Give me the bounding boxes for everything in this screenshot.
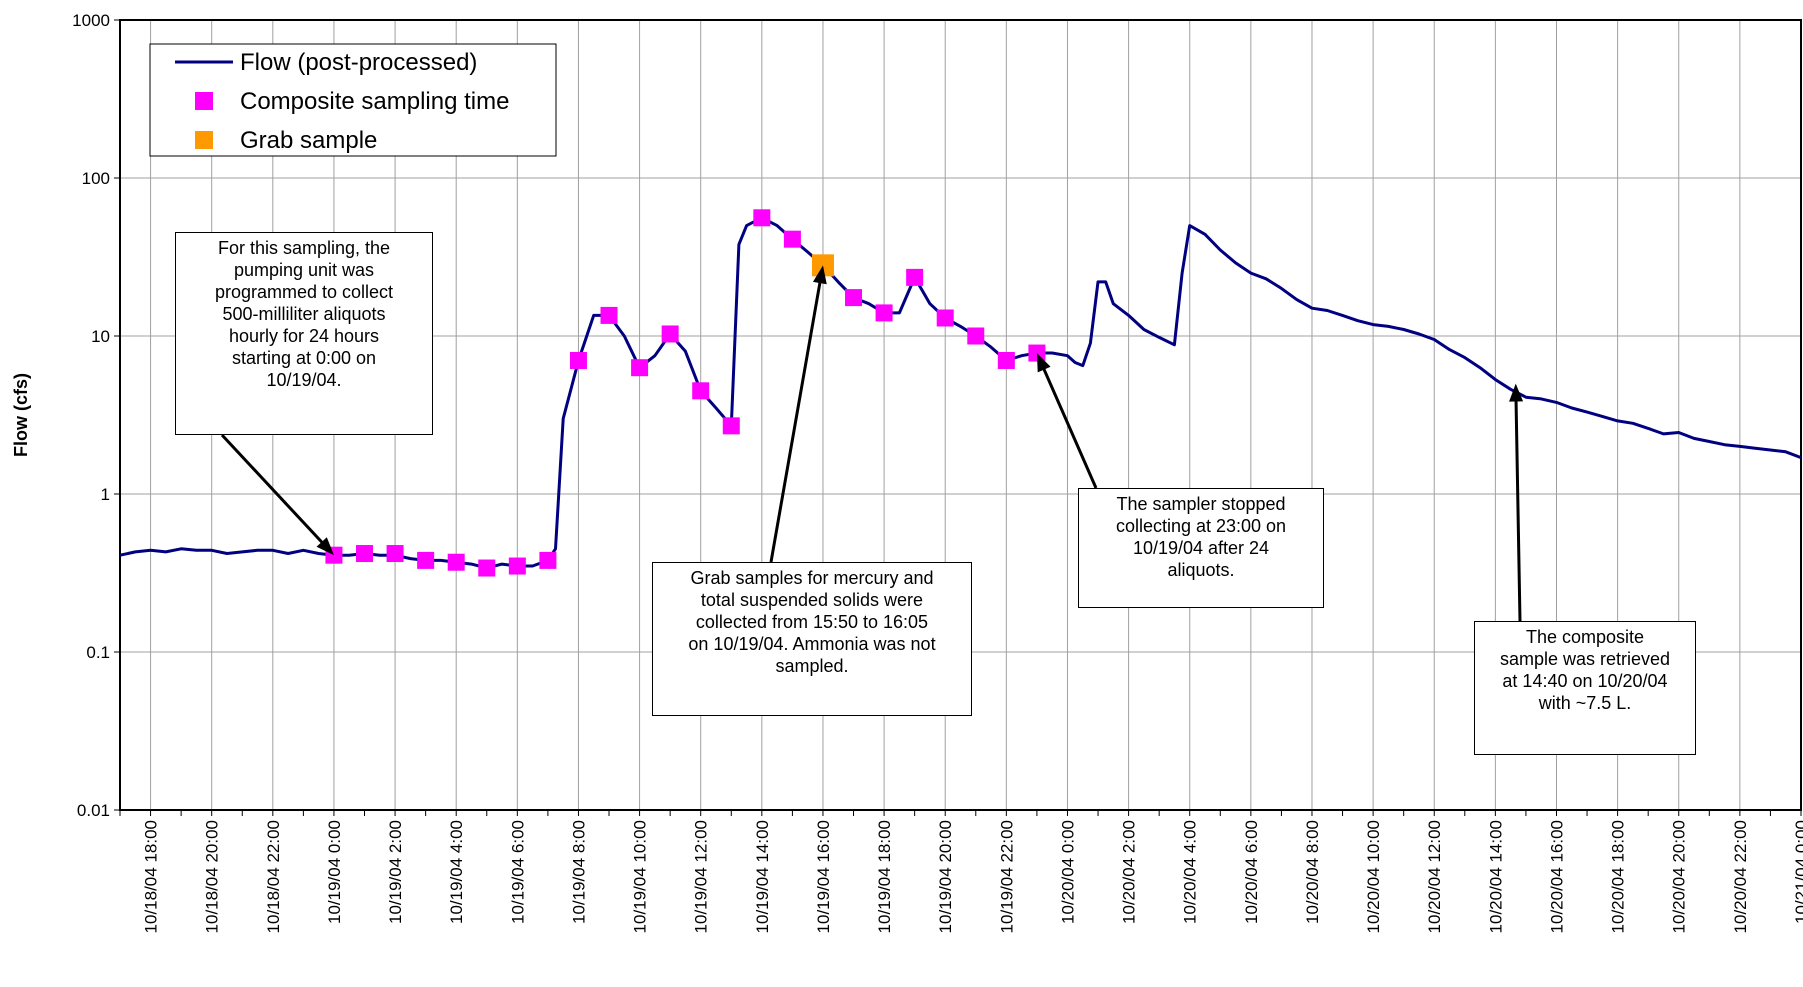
- x-tick-label: 10/19/04 8:00: [569, 820, 588, 924]
- legend: Flow (post-processed) Composite sampling …: [149, 43, 557, 157]
- annotation-box: The composite sample was retrieved at 14…: [1474, 621, 1696, 755]
- legend-marker-swatch: [195, 92, 213, 110]
- plot-frame: [119, 19, 1802, 811]
- axes: 0.01 0.1 1 10 100 1000 10/18/04 18:00 10/18/04 …: [11, 11, 1803, 933]
- composite-sample-marker: [692, 382, 710, 400]
- composite-sample-marker: [478, 559, 496, 577]
- x-tick-label: 10/19/04 20:00: [936, 820, 955, 933]
- x-tick-label: 10/19/04 18:00: [875, 820, 894, 933]
- x-tick-label: 10/18/04 18:00: [142, 820, 161, 933]
- annotation-arrow-head: [1509, 383, 1524, 402]
- annotation-arrow-line: [1040, 363, 1098, 489]
- y-tick-label: 1: [101, 485, 110, 504]
- x-tick-label: 10/20/04 8:00: [1303, 820, 1322, 924]
- annotation-arrow-line: [1514, 395, 1522, 622]
- y-tick-label: 100: [82, 169, 110, 188]
- composite-sample-marker: [356, 545, 374, 563]
- composite-sample-marker: [447, 553, 465, 571]
- composite-sample-marker: [875, 304, 893, 322]
- x-tick-label: 10/20/04 0:00: [1058, 820, 1077, 924]
- composite-sample-marker: [539, 551, 557, 569]
- x-tick-label: 10/20/04 4:00: [1181, 820, 1200, 924]
- composite-sample-marker: [753, 209, 771, 227]
- x-tick-label: 10/21/04 0:00: [1792, 820, 1803, 924]
- composite-sample-marker: [631, 359, 649, 377]
- annotation-arrow-line: [769, 276, 823, 563]
- y-tick-label: 1000: [72, 11, 110, 30]
- annotation-arrows: [220, 265, 1524, 622]
- composite-sample-marker: [508, 557, 526, 575]
- annotation-arrow-head: [812, 265, 827, 285]
- composite-sample-marker: [936, 309, 954, 327]
- annotation-arrow-head: [316, 537, 334, 556]
- annotation-box: The sampler stopped collecting at 23:00 …: [1078, 488, 1324, 608]
- x-tick-label: 10/19/04 0:00: [325, 820, 344, 924]
- x-tick-label: 10/19/04 2:00: [386, 820, 405, 924]
- x-tick-label: 10/19/04 12:00: [692, 820, 711, 933]
- y-tick-label: 0.1: [86, 643, 110, 662]
- data-markers: [325, 209, 1046, 577]
- x-tick-label: 10/20/04 12:00: [1425, 820, 1444, 933]
- x-tick-label: 10/20/04 6:00: [1242, 820, 1261, 924]
- y-axis-label: Flow (cfs): [11, 373, 31, 457]
- annotation-box: For this sampling, the pumping unit was …: [175, 232, 433, 435]
- composite-sample-marker: [417, 551, 435, 569]
- annotation-arrow-line: [220, 433, 327, 548]
- x-tick-label: 10/18/04 20:00: [203, 820, 222, 933]
- x-tick-label: 10/18/04 22:00: [264, 820, 283, 933]
- x-tick-label: 10/20/04 16:00: [1547, 820, 1566, 933]
- composite-sample-marker: [783, 230, 801, 248]
- composite-sample-marker: [386, 545, 404, 563]
- annotation-arrow-head: [1036, 353, 1051, 373]
- x-tick-label: 10/20/04 18:00: [1609, 820, 1628, 933]
- composite-sample-marker: [845, 289, 863, 307]
- x-tick-label: 10/19/04 10:00: [631, 820, 650, 933]
- composite-sample-marker: [661, 325, 679, 343]
- composite-sample-marker: [967, 327, 985, 345]
- legend-label: Composite sampling time: [240, 88, 509, 115]
- x-tick-label: 10/19/04 4:00: [447, 820, 466, 924]
- x-tick-label: 10/19/04 16:00: [814, 820, 833, 933]
- composite-sample-marker: [569, 351, 587, 369]
- x-tick-label: 10/20/04 10:00: [1364, 820, 1383, 933]
- composite-sample-marker: [722, 417, 740, 435]
- legend-marker-swatch: [195, 131, 213, 149]
- composite-sample-marker: [906, 268, 924, 286]
- composite-sample-marker: [997, 351, 1015, 369]
- x-tick-label: 10/20/04 22:00: [1731, 820, 1750, 933]
- x-tick-label: 10/20/04 14:00: [1486, 820, 1505, 933]
- composite-sample-marker: [600, 306, 618, 324]
- y-tick-label: 10: [91, 327, 110, 346]
- x-tick-label: 10/19/04 22:00: [997, 820, 1016, 933]
- x-tick-label: 10/20/04 20:00: [1670, 820, 1689, 933]
- x-tick-label: 10/20/04 2:00: [1120, 820, 1139, 924]
- legend-label: Grab sample: [240, 127, 377, 154]
- y-tick-label: 0.01: [77, 801, 110, 820]
- x-tick-label: 10/19/04 14:00: [753, 820, 772, 933]
- x-tick-label: 10/19/04 6:00: [508, 820, 527, 924]
- legend-label: Flow (post-processed): [240, 49, 477, 76]
- annotation-box: Grab samples for mercury and total suspe…: [652, 562, 972, 716]
